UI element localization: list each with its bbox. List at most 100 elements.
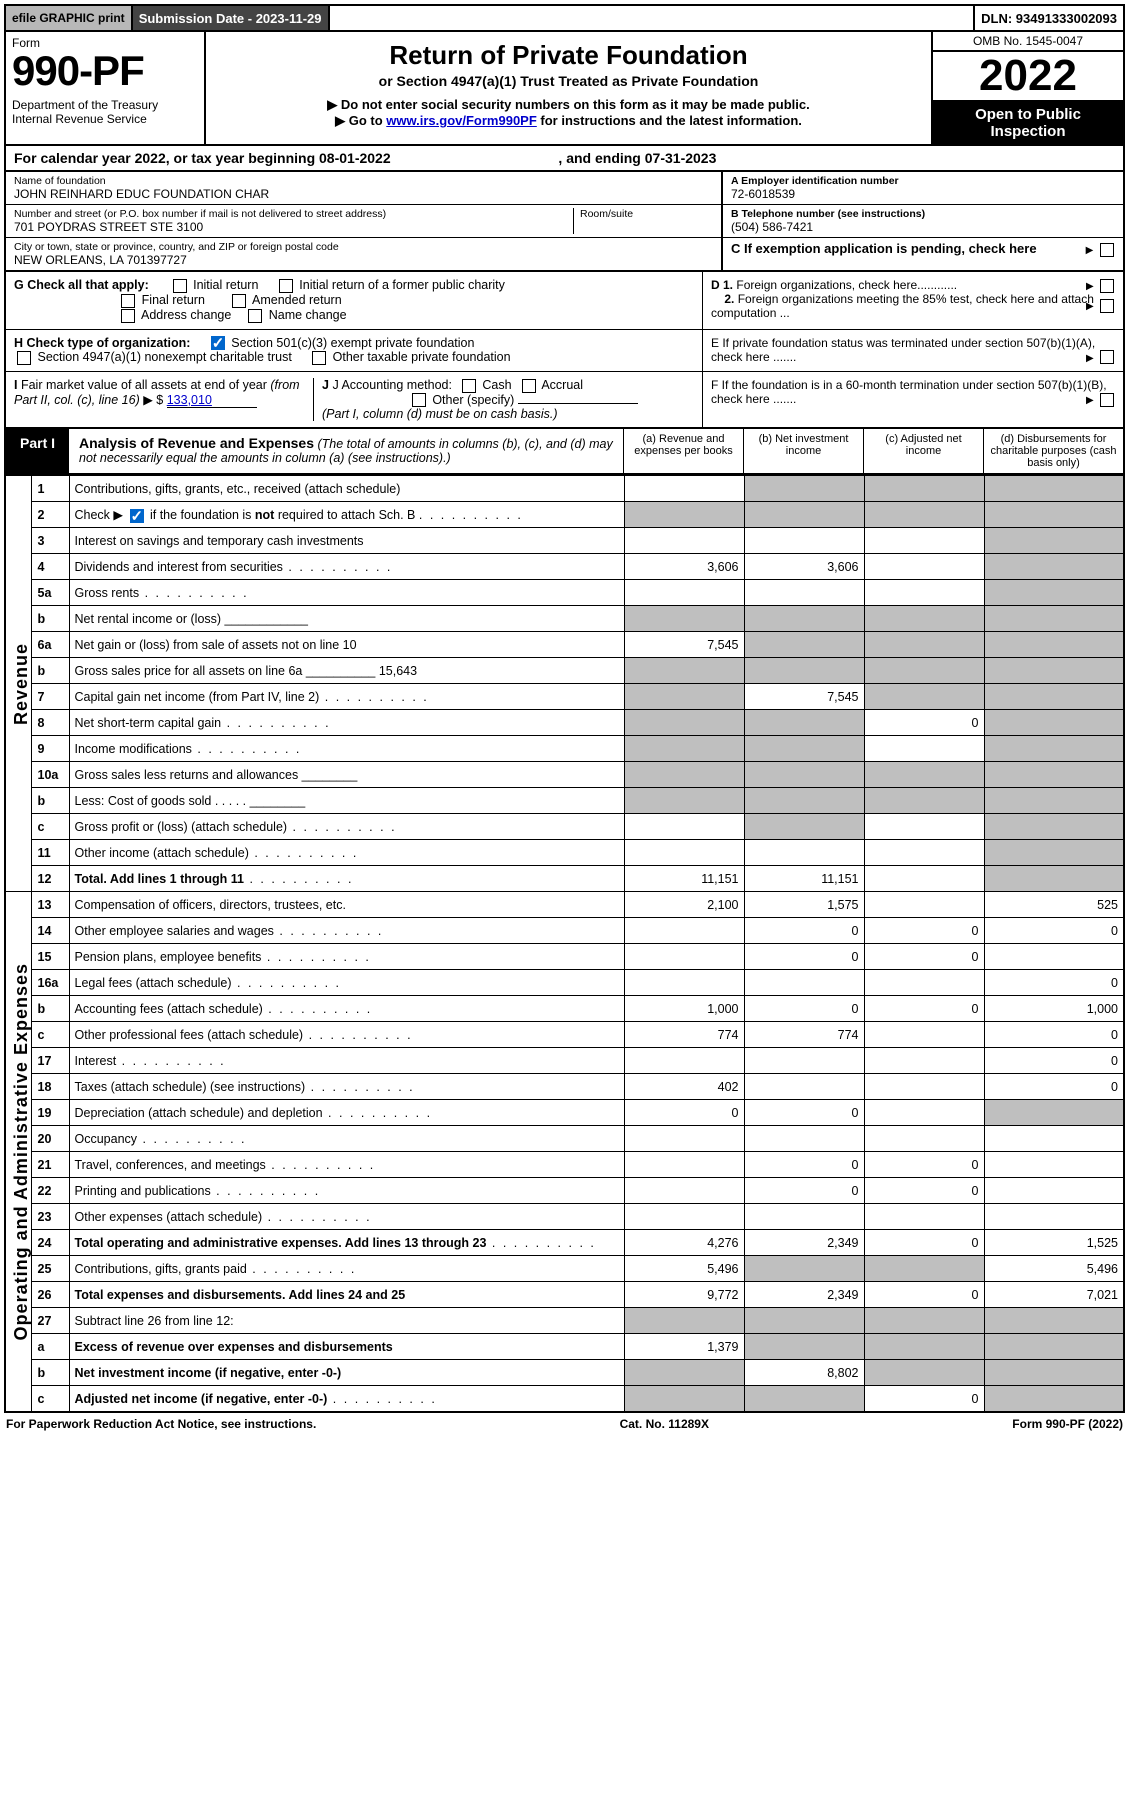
line-number: 7	[31, 684, 69, 710]
line-description: Capital gain net income (from Part IV, l…	[69, 684, 624, 710]
g-initial-return[interactable]	[173, 279, 187, 293]
amount-cell	[864, 658, 984, 684]
line-description: Other expenses (attach schedule)	[69, 1204, 624, 1230]
j-other[interactable]	[412, 393, 426, 407]
top-strip: efile GRAPHIC print Submission Date - 20…	[4, 4, 1125, 32]
amount-cell	[744, 476, 864, 502]
amount-cell	[864, 1256, 984, 1282]
amount-cell	[864, 840, 984, 866]
amount-cell	[864, 528, 984, 554]
g-address-change[interactable]	[121, 309, 135, 323]
amount-cell: 2,349	[744, 1230, 864, 1256]
amount-cell	[864, 476, 984, 502]
amount-cell	[624, 528, 744, 554]
h-501c3[interactable]	[211, 336, 225, 350]
table-row: 3Interest on savings and temporary cash …	[5, 528, 1124, 554]
amount-cell	[624, 1386, 744, 1412]
g-name-change[interactable]	[248, 309, 262, 323]
amount-cell	[984, 528, 1124, 554]
j-cash[interactable]	[462, 379, 476, 393]
amount-cell: 0	[744, 996, 864, 1022]
h-other-taxable[interactable]	[312, 351, 326, 365]
part1-tab: Part I	[6, 429, 69, 473]
table-row: 4Dividends and interest from securities3…	[5, 554, 1124, 580]
f-checkbox[interactable]	[1100, 393, 1114, 407]
part1-title: Analysis of Revenue and Expenses (The to…	[69, 429, 623, 473]
table-row: 18Taxes (attach schedule) (see instructi…	[5, 1074, 1124, 1100]
schb-checkbox[interactable]	[130, 509, 144, 523]
pending-label: C If exemption application is pending, c…	[731, 241, 1037, 256]
g-final-return[interactable]	[121, 294, 135, 308]
line-description: Gross sales price for all assets on line…	[69, 658, 624, 684]
g-amended[interactable]	[232, 294, 246, 308]
amount-cell: 0	[624, 1100, 744, 1126]
identity-block: Name of foundation JOHN REINHARD EDUC FO…	[4, 172, 1125, 272]
col-b-header: (b) Net investment income	[743, 429, 863, 473]
line-number: b	[31, 1360, 69, 1386]
h-row: H Check type of organization: Section 50…	[6, 330, 703, 371]
amount-cell	[984, 554, 1124, 580]
amount-cell: 2,100	[624, 892, 744, 918]
irs-link[interactable]: www.irs.gov/Form990PF	[386, 113, 537, 128]
amount-cell	[744, 502, 864, 528]
table-row: 2Check ▶ if the foundation is not requir…	[5, 502, 1124, 528]
open-to-public: Open to Public Inspection	[933, 102, 1123, 144]
line-description: Occupancy	[69, 1126, 624, 1152]
amount-cell	[864, 684, 984, 710]
h-4947a1[interactable]	[17, 351, 31, 365]
line-number: 2	[31, 502, 69, 528]
city-state-zip: NEW ORLEANS, LA 701397727	[14, 253, 713, 267]
amount-cell: 0	[864, 944, 984, 970]
line-description: Printing and publications	[69, 1178, 624, 1204]
part1-header: Part I Analysis of Revenue and Expenses …	[4, 429, 1125, 475]
line-number: 9	[31, 736, 69, 762]
form-subtitle: or Section 4947(a)(1) Trust Treated as P…	[216, 73, 921, 89]
table-row: Revenue1Contributions, gifts, grants, et…	[5, 476, 1124, 502]
amount-cell: 2,349	[744, 1282, 864, 1308]
page-footer: For Paperwork Reduction Act Notice, see …	[4, 1413, 1125, 1435]
table-row: 8Net short-term capital gain0	[5, 710, 1124, 736]
line-description: Net investment income (if negative, ente…	[69, 1360, 624, 1386]
line-description: Net short-term capital gain	[69, 710, 624, 736]
line-number: 21	[31, 1152, 69, 1178]
j-accrual[interactable]	[522, 379, 536, 393]
amount-cell: 7,545	[624, 632, 744, 658]
amount-cell	[984, 736, 1124, 762]
amount-cell: 525	[984, 892, 1124, 918]
amount-cell	[984, 762, 1124, 788]
amount-cell: 0	[744, 918, 864, 944]
amount-cell	[624, 1204, 744, 1230]
amount-cell: 402	[624, 1074, 744, 1100]
table-row: 19Depreciation (attach schedule) and dep…	[5, 1100, 1124, 1126]
amount-cell: 11,151	[744, 866, 864, 892]
table-row: bNet rental income or (loss) ___________…	[5, 606, 1124, 632]
table-row: cOther professional fees (attach schedul…	[5, 1022, 1124, 1048]
amount-cell	[864, 1074, 984, 1100]
fmv-link[interactable]: 133,010	[167, 393, 257, 408]
d2-checkbox[interactable]	[1100, 299, 1114, 313]
table-row: 14Other employee salaries and wages000	[5, 918, 1124, 944]
goto-line: ▶ Go to www.irs.gov/Form990PF for instru…	[216, 113, 921, 129]
d-row: D 1. D 1. Foreign organizations, check h…	[703, 272, 1123, 328]
d1-checkbox[interactable]	[1100, 279, 1114, 293]
line-description: Income modifications	[69, 736, 624, 762]
amount-cell	[624, 918, 744, 944]
amount-cell	[744, 840, 864, 866]
amount-cell	[624, 1048, 744, 1074]
amount-cell: 0	[744, 1178, 864, 1204]
line-number: 19	[31, 1100, 69, 1126]
amount-cell	[864, 1334, 984, 1360]
e-checkbox[interactable]	[1100, 350, 1114, 364]
g-initial-former[interactable]	[279, 279, 293, 293]
amount-cell	[744, 1048, 864, 1074]
table-row: 5aGross rents	[5, 580, 1124, 606]
table-row: 27Subtract line 26 from line 12:	[5, 1308, 1124, 1334]
line-number: b	[31, 788, 69, 814]
pending-checkbox[interactable]	[1100, 243, 1114, 257]
ij-row: I Fair market value of all assets at end…	[6, 372, 703, 427]
phone-label: B Telephone number (see instructions)	[731, 208, 1115, 220]
amount-cell	[984, 1204, 1124, 1230]
tax-year: 2022	[933, 52, 1123, 102]
form-header: Form 990-PF Department of the Treasury I…	[4, 32, 1125, 146]
line-description: Other employee salaries and wages	[69, 918, 624, 944]
